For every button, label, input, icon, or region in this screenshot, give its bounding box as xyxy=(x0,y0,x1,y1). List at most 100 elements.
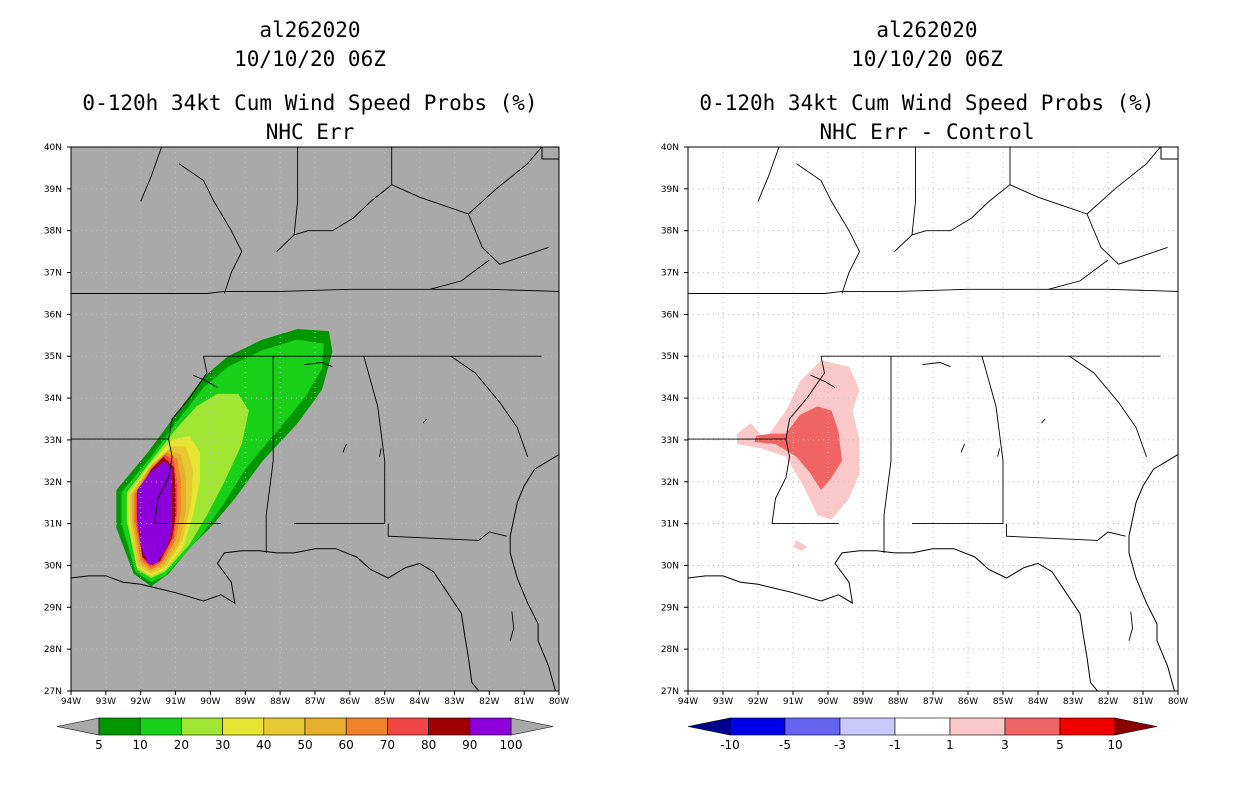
left-lat-tick-37N: 37N xyxy=(44,269,62,279)
right-state-border-6 xyxy=(1006,523,1126,541)
right-colorbar-label-3: -1 xyxy=(889,738,901,752)
left-storm-id: al262020 xyxy=(259,18,361,42)
left-lon-tick-88W: 88W xyxy=(270,697,290,707)
right-coastline-0 xyxy=(688,548,1098,691)
left-water-feature-2 xyxy=(422,418,427,424)
right-colorbar-swatch-2 xyxy=(839,717,896,736)
left-state-border-18 xyxy=(429,259,490,290)
left-lon-tick-87W: 87W xyxy=(305,697,325,707)
left-state-border-0 xyxy=(71,288,559,294)
left-lon-tick-90W: 90W xyxy=(200,697,220,707)
left-state-border-3 xyxy=(265,356,274,553)
left-lon-tick-93W: 93W xyxy=(96,697,116,707)
left-water-feature-1 xyxy=(304,362,333,368)
left-lon-tick-94W: 94W xyxy=(61,697,81,707)
left-colorbar-label-1: 10 xyxy=(133,738,148,752)
right-colorbar-label-0: -10 xyxy=(720,738,740,752)
left-state-border-16 xyxy=(467,213,549,265)
right-water-feature-5 xyxy=(1128,611,1133,641)
right-contour-3-2 xyxy=(754,406,842,491)
left-lat-tick-33N: 33N xyxy=(44,436,62,446)
right-state-border-3 xyxy=(883,356,892,553)
right-lat-tick-36N: 36N xyxy=(661,310,679,320)
left-lon-tick-85W: 85W xyxy=(375,697,395,707)
right-water-feature-0 xyxy=(810,374,836,388)
right-lat-tick-35N: 35N xyxy=(661,352,679,362)
left-state-border-8 xyxy=(450,355,529,457)
left-state-border-13 xyxy=(276,184,469,252)
left-colorbar-swatch-8 xyxy=(428,717,471,736)
right-colorbar-swatch-5 xyxy=(1004,717,1061,736)
right-coastline-1 xyxy=(1128,454,1178,691)
left-lon-tick-86W: 86W xyxy=(340,697,360,707)
right-state-border-18 xyxy=(1048,259,1109,290)
left-colorbar-label-4: 40 xyxy=(256,738,271,752)
left-state-border-9 xyxy=(154,439,173,524)
right-lon-tick-94W: 94W xyxy=(678,697,698,707)
right-lat-tick-39N: 39N xyxy=(661,185,679,195)
right-colorbar-label-4: 1 xyxy=(946,738,954,752)
left-colorbar-swatch-2 xyxy=(181,717,223,736)
right-state-border-8 xyxy=(1069,355,1147,457)
left-colorbar-swatch-7 xyxy=(387,717,429,736)
right-lon-tick-90W: 90W xyxy=(818,697,838,707)
right-lat-tick-28N: 28N xyxy=(661,645,679,655)
left-lon-tick-89W: 89W xyxy=(235,697,255,707)
right-colorbar-label-2: -3 xyxy=(834,738,846,752)
left-state-border-6 xyxy=(387,523,507,541)
left-lat-tick-32N: 32N xyxy=(44,478,62,488)
right-lon-tick-84W: 84W xyxy=(1028,697,1048,707)
right-lon-tick-86W: 86W xyxy=(958,697,978,707)
left-lon-tick-82W: 82W xyxy=(479,697,499,707)
left-colorbar-label-10: 100 xyxy=(500,738,523,752)
left-colorbar-swatch-5 xyxy=(304,717,347,736)
left-lon-tick-92W: 92W xyxy=(131,697,151,707)
right-state-border-16 xyxy=(1086,213,1168,265)
left-lon-tick-83W: 83W xyxy=(444,697,464,707)
right-water-feature-2 xyxy=(1041,418,1046,424)
right-colorbar-label-5: 3 xyxy=(1001,738,1009,752)
left-state-border-14 xyxy=(293,147,299,235)
right-state-border-4 xyxy=(981,356,1004,524)
left-lat-tick-27N: 27N xyxy=(44,687,62,697)
left-lat-tick-29N: 29N xyxy=(44,603,62,613)
right-lat-tick-32N: 32N xyxy=(661,478,679,488)
right-lat-tick-34N: 34N xyxy=(661,394,679,404)
right-chart-title: 0-120h 34kt Cum Wind Speed Probs (%) xyxy=(699,91,1155,115)
left-lon-tick-81W: 81W xyxy=(514,697,534,707)
left-water-feature-3 xyxy=(379,448,382,457)
left-coastline-1 xyxy=(509,454,559,691)
right-colorbar-swatch-1 xyxy=(784,717,841,736)
right-lat-tick-29N: 29N xyxy=(661,603,679,613)
right-corner-box xyxy=(1160,146,1179,160)
right-contour-1-1 xyxy=(793,540,807,551)
right-lon-tick-81W: 81W xyxy=(1133,697,1153,707)
left-lat-tick-38N: 38N xyxy=(44,227,62,237)
right-lat-tick-38N: 38N xyxy=(661,227,679,237)
left-chart-subtitle: NHC Err xyxy=(265,120,355,144)
right-colorbar-left-arrow xyxy=(687,717,731,736)
left-lon-tick-84W: 84W xyxy=(409,697,429,707)
left-lat-tick-34N: 34N xyxy=(44,394,62,404)
left-lat-tick-30N: 30N xyxy=(44,561,62,571)
right-colorbar-label-1: -5 xyxy=(779,738,791,752)
right-lon-tick-80W: 80W xyxy=(1168,697,1188,707)
left-colorbar-label-6: 60 xyxy=(339,738,354,752)
right-lon-tick-92W: 92W xyxy=(748,697,768,707)
left-water-feature-4 xyxy=(342,443,347,453)
left-colorbar-swatch-4 xyxy=(263,717,306,736)
left-datetime: 10/10/20 06Z xyxy=(234,47,386,71)
left-state-border-12 xyxy=(140,147,163,202)
right-state-border-10 xyxy=(785,356,825,440)
right-colorbar: -10 -5 -3 -1 1 3 5 10 xyxy=(687,717,1158,752)
left-colorbar-label-9: 90 xyxy=(462,738,477,752)
right-map-panel: 27N 28N 29N 30N 31N 32N 33N 34N 35N 36N 37N 38N 39N 4… xyxy=(661,143,1188,707)
right-lat-tick-31N: 31N xyxy=(661,520,679,530)
right-colorbar-swatch-4 xyxy=(949,717,1006,736)
left-lat-tick-36N: 36N xyxy=(44,310,62,320)
left-colorbar-label-0: 5 xyxy=(95,738,103,752)
left-lat-tick-39N: 39N xyxy=(44,185,62,195)
right-colorbar-right-arrow xyxy=(1114,717,1158,736)
right-state-border-13 xyxy=(894,184,1088,252)
left-colorbar-swatch-9 xyxy=(469,717,512,736)
